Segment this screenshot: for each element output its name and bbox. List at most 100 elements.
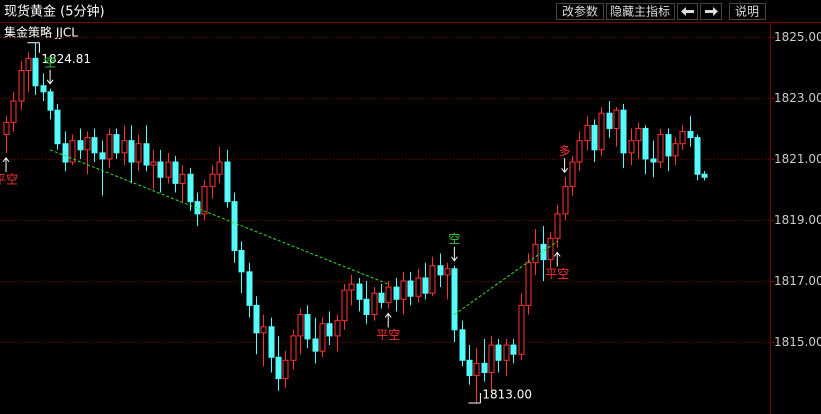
- candle-body: [562, 185, 569, 215]
- signal-arrow-head: [561, 167, 568, 174]
- y-tick-label: 1819.00: [774, 213, 821, 227]
- signal-arrow-head: [553, 251, 561, 257]
- candle-body: [319, 323, 326, 352]
- arrow-left-icon: [681, 7, 694, 16]
- candle-body: [569, 161, 576, 187]
- signal-label: 空: [44, 55, 56, 69]
- candle-body: [584, 124, 591, 142]
- candle-body: [165, 161, 172, 178]
- candle-body: [495, 344, 502, 361]
- candle-body: [99, 152, 106, 160]
- candle-body: [25, 57, 32, 72]
- signal-label: 平空: [545, 267, 569, 281]
- candle-body: [3, 121, 10, 136]
- button-label[interactable]: 隐藏主指标: [610, 4, 670, 19]
- trend-line: [49, 149, 389, 285]
- indicator-name: 集金策略 JJCL: [4, 25, 78, 40]
- candle-body: [679, 131, 686, 145]
- y-tick-label: 1815.00: [774, 335, 821, 349]
- button[interactable]: 隐藏主指标: [606, 3, 675, 20]
- button[interactable]: 说明: [729, 3, 766, 20]
- candle-body: [113, 134, 120, 154]
- arrow-right-icon: [705, 7, 718, 16]
- button[interactable]: 改参数: [556, 3, 604, 20]
- candle-body: [650, 158, 657, 163]
- candle-body: [378, 292, 385, 303]
- candle-body: [275, 356, 282, 380]
- button-label[interactable]: 改参数: [562, 4, 598, 19]
- candle-body: [356, 283, 363, 300]
- signal-label: 空: [448, 232, 460, 246]
- trend-line: [454, 240, 558, 315]
- candle-body: [91, 137, 98, 154]
- candle-body: [40, 85, 47, 93]
- candle-body: [554, 213, 561, 239]
- candle-body: [260, 326, 267, 334]
- candle-body: [363, 298, 370, 316]
- candle-body: [150, 161, 157, 166]
- candle-body: [576, 140, 583, 163]
- candle-body: [371, 292, 378, 316]
- extreme-label: 1813.00: [482, 388, 532, 402]
- y-tick-label: 1821.00: [774, 152, 821, 166]
- candle-body: [348, 283, 355, 291]
- candle-body: [128, 140, 135, 163]
- candle-body: [488, 344, 495, 374]
- candle-body: [216, 161, 223, 175]
- candle-body: [268, 326, 275, 358]
- candle-body: [297, 314, 304, 337]
- candle-body: [341, 289, 348, 322]
- candle-body: [635, 127, 642, 142]
- candle-body: [385, 286, 392, 303]
- candle-body: [47, 91, 54, 111]
- candle-body: [415, 277, 422, 297]
- candle-body: [540, 243, 547, 261]
- candle-body: [657, 134, 664, 163]
- candle-body: [451, 268, 458, 331]
- prev-button[interactable]: [677, 3, 698, 20]
- candle-body: [606, 112, 613, 129]
- candle-body: [672, 143, 679, 157]
- y-tick-label: 1823.00: [774, 91, 821, 105]
- candle-body: [532, 243, 539, 264]
- window-title: 现货黄金 (5分钟): [4, 4, 105, 20]
- candle-body: [312, 338, 319, 352]
- signal-arrow-head: [46, 79, 54, 85]
- candle-body: [290, 335, 297, 361]
- candle-body: [238, 249, 245, 273]
- candle-body: [172, 161, 179, 184]
- candle-body: [304, 314, 311, 340]
- candle-body: [143, 143, 150, 166]
- candle-body: [510, 344, 517, 355]
- candle-body: [201, 185, 208, 215]
- y-tick-label: 1817.00: [774, 274, 821, 288]
- candle-body: [459, 329, 466, 361]
- button-label[interactable]: 说明: [735, 4, 759, 19]
- candle-body: [503, 344, 510, 361]
- candle-body: [701, 173, 708, 178]
- candle-body: [231, 201, 238, 251]
- candle-body: [106, 134, 113, 160]
- signal-arrow-head: [450, 256, 458, 262]
- candle-body: [135, 143, 142, 163]
- signal-label: 多: [559, 144, 571, 158]
- candle-body: [422, 277, 429, 294]
- candle-body: [444, 268, 451, 276]
- candle-body: [518, 304, 525, 355]
- candle-body: [437, 265, 444, 276]
- candle-body: [62, 143, 69, 163]
- candle-body: [187, 173, 194, 203]
- candle-body: [694, 137, 701, 175]
- candle-body: [121, 140, 128, 154]
- candle-body: [18, 70, 25, 102]
- next-button[interactable]: [700, 3, 722, 20]
- candle-body: [282, 359, 289, 380]
- extreme-label: 1824.81: [41, 52, 91, 66]
- candle-body: [665, 134, 672, 157]
- candle-body: [628, 140, 635, 154]
- candle-body: [687, 131, 694, 139]
- candle-body: [54, 109, 61, 145]
- candle-body: [642, 127, 649, 160]
